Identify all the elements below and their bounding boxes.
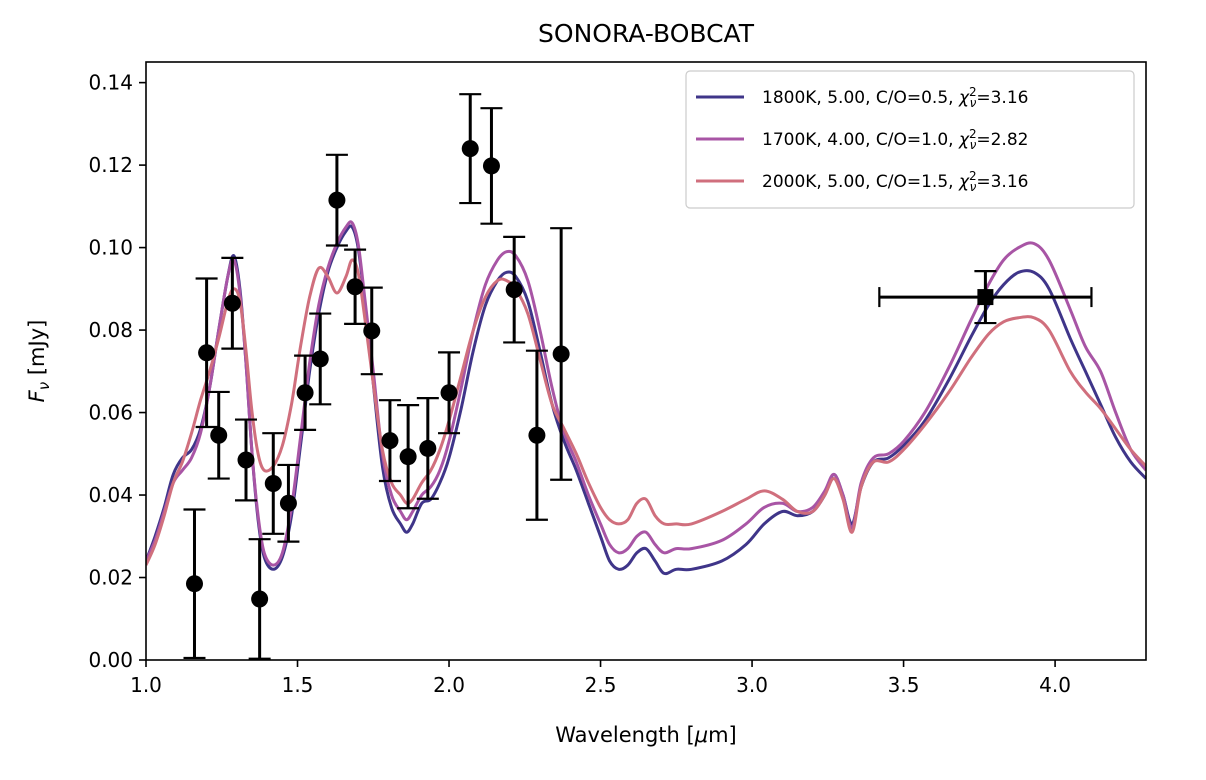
- marker-circle: [461, 140, 479, 158]
- series-line-2: [146, 258, 1146, 566]
- axes-layer: 1.0 1.5 2.0 2.5 3.0 3.5 4.0 0.00 0.02 0.04 0.06 0.0…: [88, 61, 1147, 697]
- chart-title: SONORA-BOBCAT: [538, 19, 755, 48]
- y-tick-label: 0.12: [88, 153, 133, 177]
- data-point-22: [878, 269, 1093, 325]
- data-point-19: [503, 235, 526, 344]
- y-tick-label: 0.14: [88, 71, 133, 95]
- data-point-12: [360, 286, 383, 376]
- marker-circle: [279, 494, 297, 512]
- data-point-9: [309, 312, 332, 406]
- marker-circle: [505, 281, 523, 299]
- marker-circle: [346, 278, 364, 296]
- x-tick-label: 1.5: [282, 673, 314, 697]
- legend: 1800K, 5.00, C/O=0.5, χ2 ν=3.16 1700K, 4.…: [685, 70, 1135, 209]
- data-point-2: [207, 390, 230, 480]
- marker-circle: [328, 191, 346, 209]
- data-point-20: [525, 349, 548, 521]
- data-point-10: [325, 153, 348, 247]
- series-layer: [146, 220, 1146, 576]
- y-tick-label: 0.02: [88, 566, 133, 590]
- data-point-18: [480, 107, 503, 225]
- marker-circle: [264, 474, 282, 492]
- y-tick-label: 0.08: [88, 318, 133, 342]
- x-tick-label: 3.0: [736, 673, 768, 697]
- x-tick-label: 4.0: [1039, 673, 1071, 697]
- x-axis-label: Wavelength [μm]: [555, 723, 736, 747]
- data-point-17: [459, 93, 482, 205]
- data-point-6: [262, 432, 285, 535]
- y-tick-label: 0.00: [88, 648, 133, 672]
- data-point-21: [550, 227, 573, 481]
- marker-circle: [223, 294, 241, 312]
- data-point-13: [378, 399, 401, 483]
- marker-circle: [210, 426, 228, 444]
- plot-frame: [145, 61, 1147, 661]
- x-tick-label: 2.5: [585, 673, 617, 697]
- observations-layer: [183, 93, 1093, 660]
- marker-circle: [198, 344, 216, 362]
- data-point-16: [438, 351, 461, 435]
- marker-circle: [419, 439, 437, 457]
- data-point-4: [235, 418, 257, 502]
- legend-label-1700k: 1700K, 4.00, C/O=1.0, χ2 ν=2.82: [762, 127, 1028, 152]
- legend-label-2000k: 2000K, 5.00, C/O=1.5, χ2 ν=3.16: [762, 169, 1028, 194]
- marker-circle: [528, 426, 546, 444]
- marker-circle: [399, 448, 417, 466]
- marker-square: [977, 289, 994, 306]
- marker-circle: [296, 384, 314, 402]
- data-point-1: [195, 277, 218, 429]
- marker-circle: [237, 451, 255, 469]
- marker-circle: [552, 345, 570, 363]
- x-tick-label: 2.0: [433, 673, 465, 697]
- y-tick-label: 0.10: [88, 236, 133, 260]
- marker-circle: [381, 432, 399, 450]
- series-line-1: [146, 220, 1146, 567]
- data-point-14: [397, 404, 420, 510]
- legend-frame: [685, 70, 1135, 209]
- data-point-15: [416, 397, 439, 500]
- y-tick-label: 0.06: [88, 401, 133, 425]
- y-tick-label: 0.04: [88, 483, 133, 507]
- data-point-5: [248, 538, 271, 660]
- marker-circle: [363, 322, 381, 340]
- legend-label-1800k: 1800K, 5.00, C/O=0.5, χ2 ν=3.16: [762, 85, 1028, 110]
- data-point-0: [183, 508, 206, 660]
- x-tick-label: 1.0: [130, 673, 162, 697]
- marker-circle: [311, 350, 329, 368]
- marker-circle: [185, 575, 203, 593]
- y-axis-label: Fν [mJy]: [25, 320, 53, 403]
- marker-circle: [440, 384, 458, 402]
- data-point-3: [221, 256, 244, 350]
- marker-circle: [482, 157, 500, 175]
- x-tick-label: 3.5: [888, 673, 920, 697]
- marker-circle: [251, 590, 269, 608]
- data-point-11: [344, 248, 367, 325]
- data-point-7: [277, 463, 300, 543]
